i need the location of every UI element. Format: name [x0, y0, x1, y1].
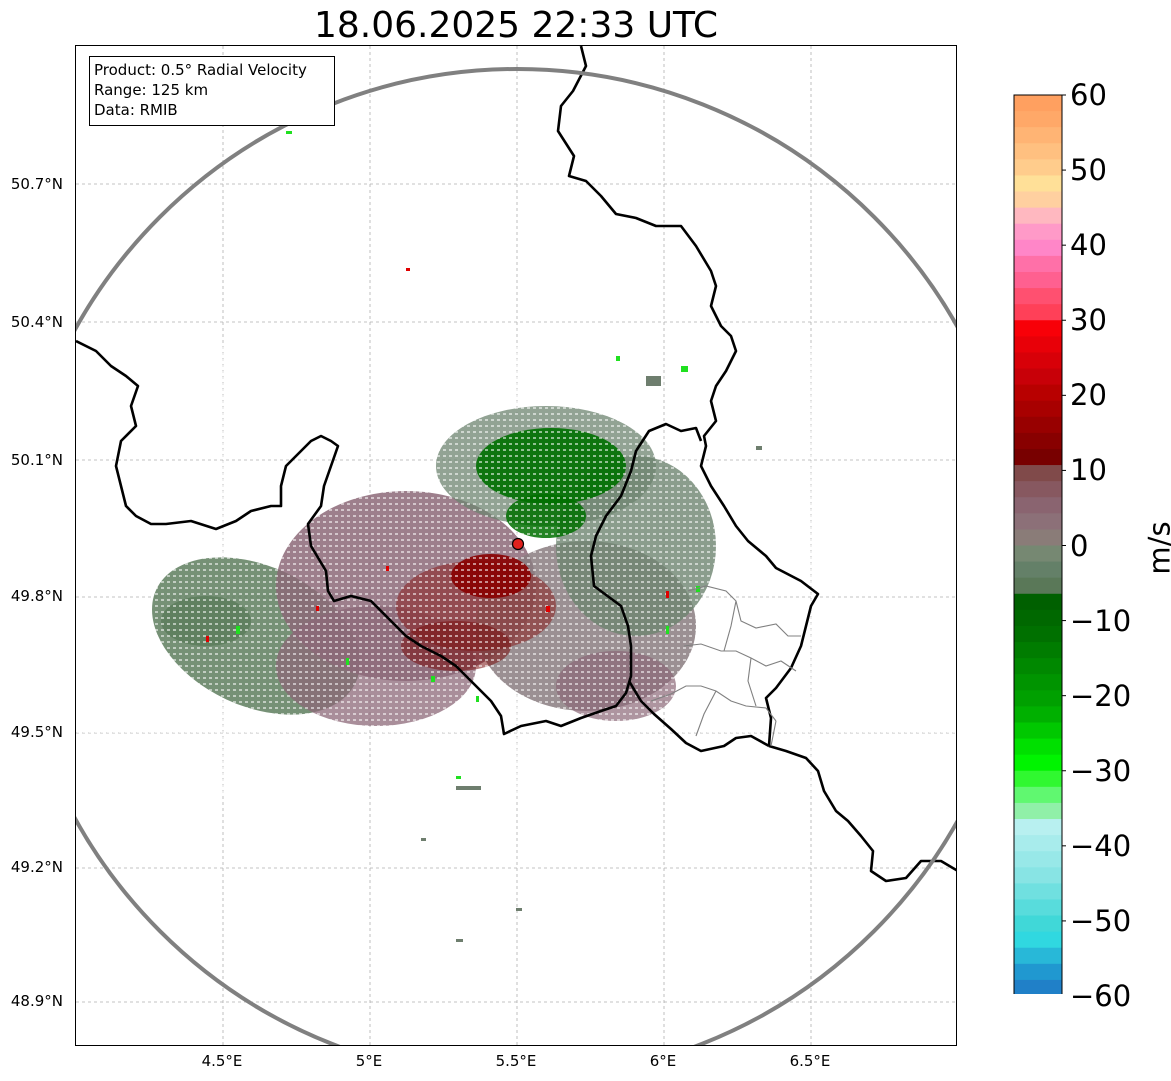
colorbar-band: [1014, 207, 1062, 225]
lon-tick-label: 5.5°E: [495, 1052, 537, 1070]
colorbar-band: [1014, 738, 1062, 756]
colorbar-tick-label: 0: [1070, 528, 1089, 563]
colorbar-band: [1014, 770, 1062, 788]
lat-tick-label: 49.8°N: [10, 587, 63, 605]
colorbar-band: [1014, 400, 1062, 418]
colorbar-band: [1014, 593, 1062, 611]
colorbar-band: [1014, 255, 1062, 273]
colorbar-band: [1014, 111, 1062, 128]
colorbar-band: [1014, 175, 1062, 193]
colorbar-band: [1014, 143, 1062, 160]
colorbar-tick-label: 60: [1070, 78, 1107, 112]
colorbar-tick-label: 50: [1070, 153, 1107, 188]
colorbar-band: [1014, 963, 1062, 981]
colorbar-tick-label: −30: [1070, 753, 1132, 788]
colorbar-band: [1014, 513, 1062, 531]
colorbar-band: [1014, 95, 1062, 112]
colorbar-tick-label: 10: [1070, 453, 1107, 488]
colorbar-band: [1014, 545, 1062, 563]
colorbar-band: [1014, 947, 1062, 965]
colorbar-band: [1014, 223, 1062, 241]
colorbar-band: [1014, 529, 1062, 547]
colorbar-band: [1014, 271, 1062, 289]
colorbar-band: [1014, 336, 1062, 354]
colorbar-band: [1014, 127, 1062, 144]
lat-tick-label: 49.2°N: [10, 858, 63, 876]
colorbar-band: [1014, 288, 1062, 305]
colorbar-band: [1014, 384, 1062, 402]
colorbar-band: [1014, 159, 1062, 177]
product-info-box: Product: 0.5° Radial Velocity Range: 125…: [89, 56, 335, 126]
colorbar-tick-label: 30: [1070, 303, 1107, 338]
colorbar-band: [1014, 497, 1062, 514]
colorbar-tick-label: −20: [1070, 678, 1132, 713]
colorbar-band: [1014, 609, 1062, 627]
colorbar-band: [1014, 561, 1062, 579]
colorbar-band: [1014, 931, 1062, 949]
lat-tick-label: 49.5°N: [10, 723, 63, 741]
colorbar-tick-label: −60: [1070, 979, 1132, 1013]
colorbar-band: [1014, 577, 1062, 595]
colorbar-band: [1014, 416, 1062, 434]
colorbar-band: [1014, 304, 1062, 321]
radar-map[interactable]: [75, 45, 957, 1046]
range-label: Range: 125 km: [94, 81, 209, 99]
colorbar-band: [1014, 352, 1062, 370]
data-source-label: Data: RMIB: [94, 101, 178, 119]
colorbar-band: [1014, 802, 1062, 820]
colorbar-band: [1014, 320, 1062, 337]
colorbar-band: [1014, 706, 1062, 724]
lat-tick-label: 50.7°N: [10, 175, 63, 193]
colorbar-band: [1014, 835, 1062, 852]
colorbar-band: [1014, 867, 1062, 884]
colorbar-band: [1014, 899, 1062, 917]
colorbar-band: [1014, 819, 1062, 836]
colorbar-tick-label: −10: [1070, 603, 1132, 638]
colorbar-band: [1014, 658, 1062, 675]
country-borders: [76, 46, 956, 883]
colorbar-band: [1014, 465, 1062, 482]
colorbar-band: [1014, 690, 1062, 707]
colorbar-band: [1014, 448, 1062, 466]
colorbar-tick-label: −50: [1070, 903, 1132, 938]
lon-tick-label: 4.5°E: [201, 1052, 243, 1070]
colorbar-tick-label: 20: [1070, 378, 1107, 413]
colorbar-unit-label: m/s: [1142, 521, 1171, 575]
radar-site-marker[interactable]: [511, 537, 525, 551]
product-label: Product: 0.5° Radial Velocity: [94, 61, 307, 79]
colorbar-band: [1014, 979, 1062, 994]
colorbar-band: [1014, 368, 1062, 386]
colorbar-band: [1014, 883, 1062, 901]
velocity-colorbar: [1013, 94, 1066, 994]
lon-tick-label: 5°E: [355, 1052, 383, 1070]
lat-tick-label: 50.4°N: [10, 313, 63, 331]
radar-echoes: [76, 131, 956, 942]
colorbar-band: [1014, 432, 1062, 450]
colorbar-band: [1014, 915, 1062, 933]
lon-tick-label: 6°E: [649, 1052, 677, 1070]
colorbar-tick-label: −40: [1070, 828, 1132, 863]
colorbar-tick-label: 40: [1070, 228, 1107, 263]
lat-tick-label: 50.1°N: [10, 451, 63, 469]
colorbar-band: [1014, 722, 1062, 740]
radar-map-canvas: [76, 46, 956, 1045]
colorbar-band: [1014, 754, 1062, 772]
map-title: 18.06.2025 22:33 UTC: [313, 5, 719, 46]
colorbar-band: [1014, 642, 1062, 659]
colorbar-band: [1014, 481, 1062, 498]
colorbar-band: [1014, 674, 1062, 691]
colorbar-band: [1014, 625, 1062, 643]
colorbar-band: [1014, 239, 1062, 257]
colorbar-band: [1014, 851, 1062, 868]
range-ring: [76, 67, 956, 1045]
colorbar-band: [1014, 786, 1062, 804]
regional-borders: [650, 585, 801, 747]
colorbar-band: [1014, 191, 1062, 209]
lon-tick-label: 6.5°E: [789, 1052, 831, 1070]
lat-tick-label: 48.9°N: [10, 992, 63, 1010]
